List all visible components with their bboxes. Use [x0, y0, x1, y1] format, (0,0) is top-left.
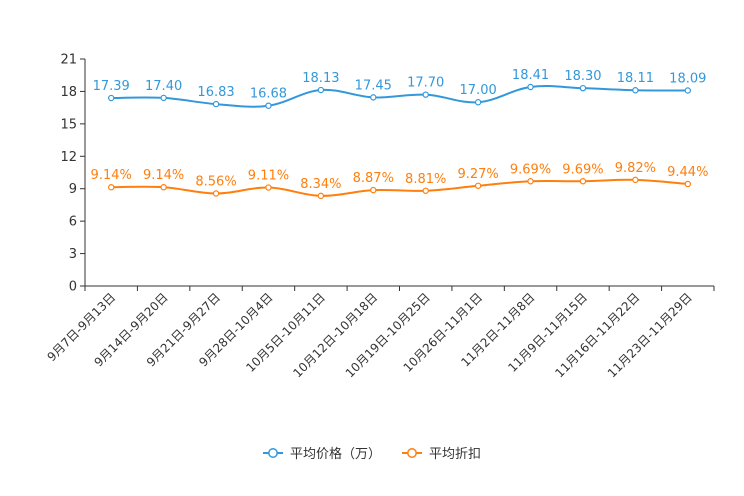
data-point[interactable]	[212, 100, 220, 108]
y-tick-label: 12	[60, 150, 77, 165]
data-label: 9.69%	[562, 162, 603, 177]
data-point[interactable]	[632, 87, 639, 94]
legend-item-avg-discount[interactable]: 平均折扣	[402, 447, 481, 462]
data-point[interactable]	[317, 86, 325, 94]
data-label: 8.56%	[195, 174, 236, 189]
series-avg-price: 17.39 17.40 16.83 16.68 18.13 17.45 17.70 17.00…	[93, 68, 706, 109]
data-point[interactable]	[370, 94, 377, 101]
data-point[interactable]	[108, 184, 115, 191]
series-group: 17.39 17.40 16.83 16.68 18.13 17.45 17.70 17.00…	[91, 68, 708, 200]
legend[interactable]: 平均价格（万） 平均折扣	[263, 446, 481, 462]
data-label: 9.27%	[457, 167, 498, 182]
data-label: 17.45	[355, 78, 392, 93]
data-label: 18.09	[669, 71, 706, 86]
data-label: 9.14%	[143, 168, 184, 183]
legend-swatch-marker	[407, 448, 417, 458]
data-label: 18.13	[302, 71, 339, 86]
data-label: 9.44%	[667, 165, 708, 180]
data-label: 17.70	[407, 76, 444, 91]
data-label: 9.11%	[248, 169, 289, 184]
data-label: 16.83	[197, 85, 234, 100]
data-point[interactable]	[579, 178, 587, 185]
data-point[interactable]	[527, 83, 534, 91]
legend-label: 平均价格（万）	[290, 446, 381, 462]
data-point[interactable]	[527, 178, 534, 185]
data-label: 16.68	[250, 87, 287, 102]
data-point[interactable]	[108, 94, 115, 102]
data-point[interactable]	[317, 192, 325, 200]
y-tick-label: 9	[69, 182, 77, 197]
data-point[interactable]	[579, 84, 587, 92]
data-point[interactable]	[422, 187, 429, 194]
legend-item-avg-price[interactable]: 平均价格（万）	[263, 446, 381, 462]
y-tick-label: 3	[69, 247, 77, 262]
data-point[interactable]	[160, 184, 167, 191]
series-line[interactable]	[111, 178, 688, 197]
data-point[interactable]	[684, 87, 691, 94]
legend-swatch-marker	[268, 448, 278, 458]
y-tick-label: 6	[69, 215, 77, 230]
data-point[interactable]	[422, 91, 429, 98]
axes: 0369121518219月7日-9月13日9月14日-9月20日9月21日-9…	[44, 53, 715, 380]
y-tick-label: 15	[60, 117, 77, 132]
data-label: 8.87%	[353, 171, 394, 186]
data-point[interactable]	[212, 190, 220, 197]
data-label: 9.82%	[615, 161, 656, 176]
y-tick-label: 21	[60, 53, 77, 68]
data-label: 9.69%	[510, 162, 551, 177]
data-label: 17.40	[145, 79, 182, 94]
data-point[interactable]	[265, 184, 272, 191]
series-avg-discount: 9.14% 9.14% 8.56% 9.11% 8.34% 8.87% 8.81% 9.27%…	[91, 161, 708, 200]
legend-label: 平均折扣	[429, 447, 481, 462]
y-tick-label: 18	[60, 85, 77, 100]
data-label: 17.00	[460, 83, 497, 98]
data-point[interactable]	[160, 94, 167, 102]
data-label: 18.41	[512, 68, 549, 83]
data-point[interactable]	[370, 186, 377, 194]
data-point[interactable]	[474, 99, 482, 106]
data-point[interactable]	[632, 176, 639, 184]
data-label: 18.30	[564, 69, 601, 84]
data-label: 8.81%	[405, 172, 446, 187]
data-label: 17.39	[93, 79, 130, 94]
data-point[interactable]	[684, 180, 691, 188]
data-point[interactable]	[265, 102, 272, 109]
data-label: 18.11	[617, 71, 654, 86]
data-label: 8.34%	[300, 177, 341, 192]
data-label: 9.14%	[91, 168, 132, 183]
data-point[interactable]	[474, 182, 482, 189]
series-line[interactable]	[111, 85, 688, 108]
y-tick-label: 0	[69, 280, 77, 295]
